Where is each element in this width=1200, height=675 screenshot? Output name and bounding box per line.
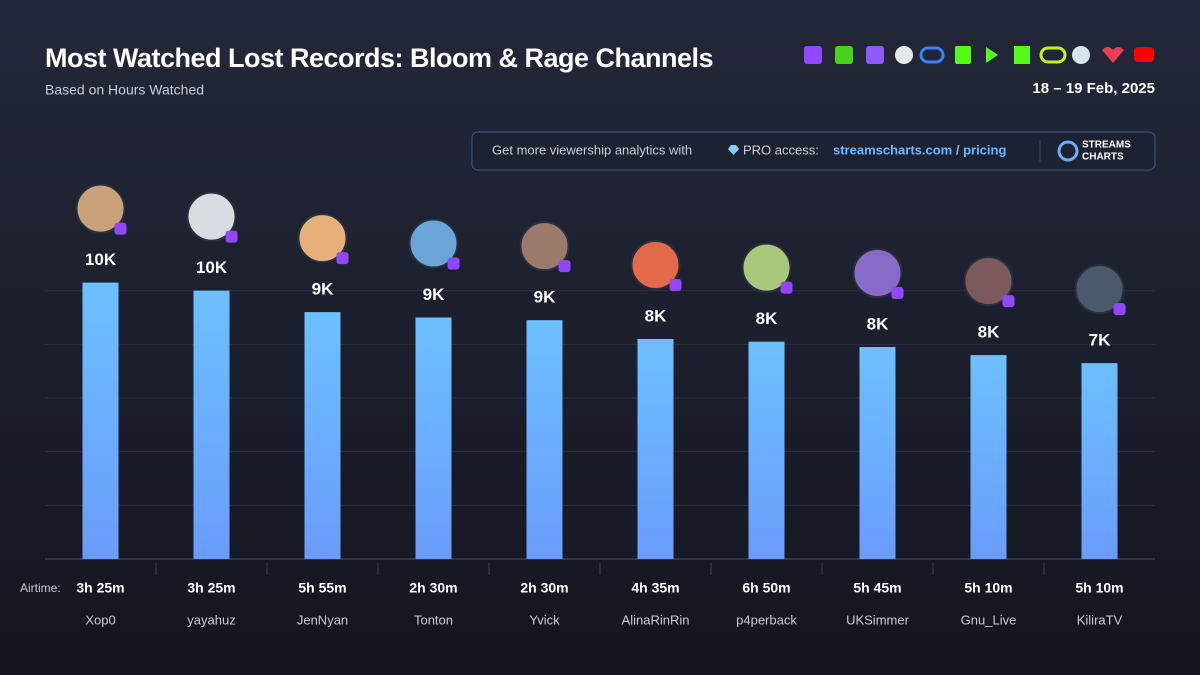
airtime-value: 5h 10m (1075, 580, 1123, 596)
platform-badge (114, 222, 127, 235)
airtime-label: Airtime: (20, 581, 61, 595)
avatar (1074, 264, 1125, 315)
value-label: 9K (423, 285, 445, 304)
bar (304, 312, 341, 559)
x-tick-label: UKSimmer (846, 612, 910, 627)
value-label: 9K (534, 288, 556, 307)
chart-subtitle: Based on Hours Watched (45, 82, 204, 98)
platform-badge (447, 257, 460, 270)
x-tick-label: JenNyan (297, 612, 348, 627)
platform-badge (336, 252, 349, 265)
x-tick-label: yayahuz (187, 612, 235, 627)
value-label: 8K (978, 323, 1000, 342)
promo-pro: PRO access: (743, 142, 819, 157)
airtime-value: 5h 10m (964, 580, 1012, 596)
date: 18 – 19 Feb, 2025 (1032, 80, 1155, 97)
promo-banner[interactable]: Get more viewership analytics with PRO a… (471, 131, 1156, 171)
airtime-value: 5h 45m (853, 580, 901, 596)
airtime-value: 2h 30m (520, 580, 568, 596)
avatar (963, 256, 1014, 307)
airtime-value: 6h 50m (742, 580, 790, 596)
brand-logo (1057, 140, 1079, 162)
platform-badge (1113, 303, 1126, 316)
bar (1081, 363, 1118, 559)
value-label: 10K (196, 258, 228, 277)
x-tick-label: KiliraTV (1077, 612, 1123, 627)
platform-badge (669, 278, 682, 291)
platform-badge (891, 287, 904, 300)
bar (193, 290, 230, 559)
bar (637, 338, 674, 559)
promo-box[interactable] (471, 131, 1156, 171)
bar (859, 347, 896, 559)
bar (748, 341, 785, 559)
airtime-value: 3h 25m (76, 580, 124, 596)
value-label: 8K (756, 309, 778, 328)
avatar (630, 239, 681, 290)
platform-badge (780, 281, 793, 294)
bar (526, 320, 563, 559)
value-label: 8K (645, 306, 667, 325)
platform-badge (1002, 295, 1015, 308)
airtime-value: 3h 25m (187, 580, 235, 596)
avatar (519, 221, 570, 272)
platform-icons (804, 46, 1154, 64)
avatar (75, 183, 126, 234)
chart-title: Most Watched Lost Records: Bloom & Rage … (45, 43, 713, 73)
bar (82, 282, 119, 559)
x-tick-label: Tonton (414, 612, 453, 627)
value-label: 10K (85, 250, 117, 269)
brand-text: STREAMS (1082, 140, 1131, 151)
airtime-value: 2h 30m (409, 580, 457, 596)
diamond-icon (728, 145, 739, 155)
platform-badge (225, 230, 238, 243)
value-label: 9K (312, 280, 334, 299)
promo-link[interactable]: streamscharts.com / pricing (833, 142, 1006, 157)
value-label: 7K (1089, 331, 1111, 350)
bar (970, 355, 1007, 559)
avatar (186, 191, 237, 242)
brand-text: CHARTS (1082, 152, 1124, 163)
avatar (741, 242, 792, 293)
bar (415, 317, 452, 559)
x-tick-label: p4perback (736, 612, 797, 627)
x-tick-label: Xop0 (85, 612, 115, 627)
x-tick-label: AlinaRinRin (622, 612, 690, 627)
value-label: 8K (867, 315, 889, 334)
x-tick-label: Yvick (529, 612, 560, 627)
x-tick-label: Gnu_Live (961, 612, 1017, 627)
airtime-value: 5h 55m (298, 580, 346, 596)
avatar (408, 218, 459, 269)
airtime-value: 4h 35m (631, 580, 679, 596)
promo-text: Get more viewership analytics with (492, 142, 692, 157)
avatar (852, 248, 903, 299)
avatar (297, 213, 348, 264)
platform-badge (558, 260, 571, 273)
